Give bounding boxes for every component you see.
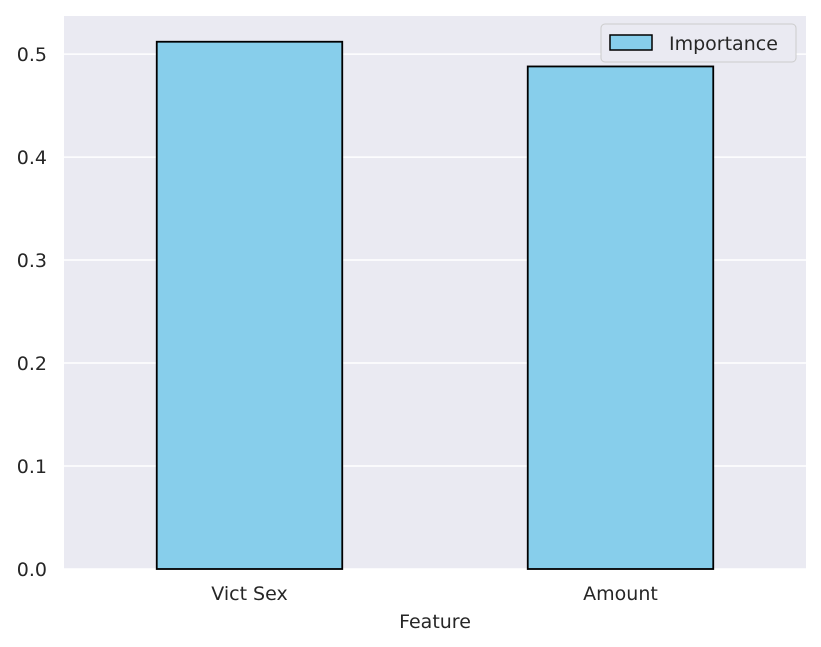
- x-tick-label: Vict Sex: [211, 583, 287, 605]
- legend: Importance: [600, 23, 797, 63]
- bar: [526, 65, 715, 570]
- legend-box: [600, 23, 797, 63]
- y-tick-label: 0.1: [17, 456, 47, 478]
- x-tick-label: Amount: [583, 583, 658, 605]
- legend-swatch: [609, 34, 653, 51]
- x-axis-ticks: Vict Sex Amount: [211, 583, 658, 605]
- bar: [155, 40, 344, 570]
- y-tick-label: 0.0: [17, 559, 47, 581]
- y-tick-label: 0.4: [17, 147, 47, 169]
- bars: [155, 40, 715, 570]
- y-tick-label: 0.5: [17, 44, 47, 66]
- legend-label: Importance: [669, 33, 778, 55]
- y-tick-label: 0.2: [17, 353, 47, 375]
- x-axis-label: Feature: [399, 611, 471, 633]
- y-tick-label: 0.3: [17, 250, 47, 272]
- y-axis-ticks: 0.0 0.1 0.2 0.3 0.4 0.5: [17, 44, 47, 581]
